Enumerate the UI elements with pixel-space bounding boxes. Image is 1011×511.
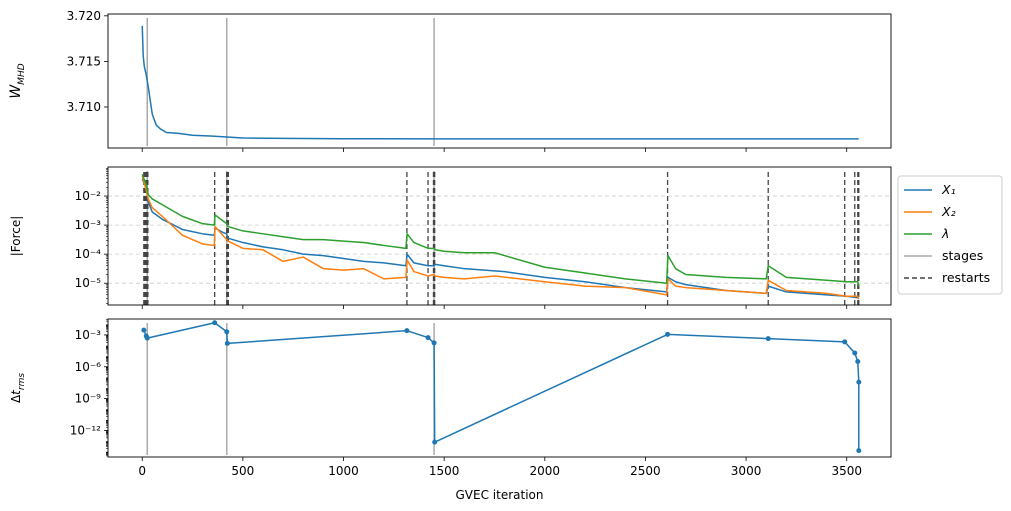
panel-energy: 3.710 3.715 3.720 WMHD (8, 9, 892, 152)
y-tick-label: 10⁻¹² (70, 423, 101, 437)
data-point (432, 439, 438, 445)
data-point (665, 331, 671, 337)
panel-frame (107, 166, 892, 306)
panel-force: 10⁻⁵ 10⁻⁴ 10⁻³ 10⁻² |Force| (9, 166, 892, 309)
data-point (856, 379, 862, 385)
data-point (212, 320, 218, 326)
y-tick-label: 10⁻² (75, 189, 102, 203)
data-point (144, 335, 150, 341)
data-point (765, 336, 771, 342)
x-tick-label: 1000 (328, 464, 359, 478)
x-axis-title: GVEC iteration (456, 488, 544, 502)
data-point (425, 335, 431, 341)
y-tick-label: 10⁻³ (75, 328, 102, 342)
legend: X₁ X₂ λ stages restarts (897, 175, 1003, 295)
y-tick-label: 10⁻⁵ (75, 276, 102, 290)
data-point (855, 358, 861, 364)
x-tick-label: 1500 (429, 464, 460, 478)
data-point (431, 340, 437, 346)
series-line-lambda (141, 173, 860, 287)
series-line-W (141, 25, 859, 140)
data-point (224, 329, 230, 335)
data-point (404, 328, 410, 334)
legend-label: restarts (942, 270, 990, 285)
data-point (842, 339, 848, 345)
panel-frame (107, 318, 892, 458)
y-tick-label: 10⁻³ (75, 218, 102, 232)
x-tick-label: 3000 (731, 464, 762, 478)
x-tick-label: 2000 (530, 464, 561, 478)
x-tick-label: 3500 (831, 464, 862, 478)
legend-label: stages (942, 248, 983, 263)
y-tick-label: 3.710 (67, 100, 101, 114)
x-tick-label: 500 (231, 464, 254, 478)
legend-frame (897, 175, 1003, 295)
x-tick-label: 0 (138, 464, 146, 478)
plot-area (141, 18, 859, 146)
plot-area (141, 171, 860, 305)
y-axis-title: WMHD (8, 63, 27, 98)
x-tick-label: 2500 (630, 464, 661, 478)
legend-label: λ (941, 226, 949, 241)
y-tick-label: 3.720 (67, 9, 101, 23)
y-axis-title: Δtrms (9, 373, 27, 403)
data-point (856, 448, 862, 454)
panel-dt: 10⁻³ 10⁻⁶ 10⁻⁹ 10⁻¹² Δtrms 0 500 1000 1500 2000 25… (9, 318, 892, 478)
legend-label: X₂ (941, 204, 956, 219)
y-axis-title: |Force| (9, 216, 23, 257)
series-line-X1 (141, 178, 859, 299)
series-line-X2 (141, 175, 860, 300)
data-point (141, 327, 147, 333)
panel-frame (107, 13, 892, 149)
y-tick-label: 10⁻⁹ (75, 392, 102, 406)
plot-area (141, 320, 862, 455)
series-line-dt (143, 321, 860, 451)
y-tick-label: 3.715 (67, 54, 101, 68)
legend-label: X₁ (941, 182, 956, 197)
y-tick-label: 10⁻⁶ (75, 360, 102, 374)
y-tick-label: 10⁻⁴ (75, 247, 102, 261)
data-point (852, 350, 858, 356)
data-point (224, 340, 230, 346)
